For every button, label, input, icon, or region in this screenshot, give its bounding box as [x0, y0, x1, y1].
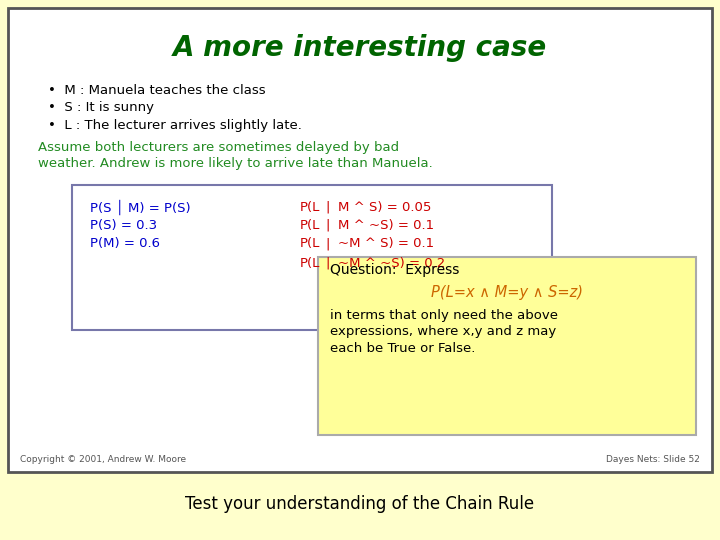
- Text: ~M ^ S) = 0.1: ~M ^ S) = 0.1: [338, 238, 434, 251]
- Text: in terms that only need the above: in terms that only need the above: [330, 308, 558, 321]
- Text: Question:  Express: Question: Express: [330, 263, 459, 277]
- Text: A more interesting case: A more interesting case: [173, 34, 547, 62]
- Text: P(L: P(L: [300, 256, 320, 269]
- Text: weather. Andrew is more likely to arrive late than Manuela.: weather. Andrew is more likely to arrive…: [38, 158, 433, 171]
- Text: P(S │ M) = P(S): P(S │ M) = P(S): [90, 199, 191, 215]
- Text: •  M : Manuela teaches the class: • M : Manuela teaches the class: [48, 84, 266, 97]
- Text: P(L: P(L: [300, 238, 320, 251]
- Text: •  S : It is sunny: • S : It is sunny: [48, 102, 154, 114]
- Text: each be True or False.: each be True or False.: [330, 342, 475, 355]
- Text: P(L: P(L: [300, 200, 320, 213]
- Text: M ^ ~S) = 0.1: M ^ ~S) = 0.1: [338, 219, 434, 232]
- Text: P(L: P(L: [300, 219, 320, 232]
- Text: Copyright © 2001, Andrew W. Moore: Copyright © 2001, Andrew W. Moore: [20, 456, 186, 464]
- Text: |: |: [325, 238, 329, 251]
- FancyBboxPatch shape: [318, 257, 696, 435]
- Text: Dayes Nets: Slide 52: Dayes Nets: Slide 52: [606, 456, 700, 464]
- Text: |: |: [325, 200, 329, 213]
- Text: P(S) = 0.3: P(S) = 0.3: [90, 219, 157, 232]
- Text: Assume both lecturers are sometimes delayed by bad: Assume both lecturers are sometimes dela…: [38, 141, 399, 154]
- Text: expressions, where x,y and z may: expressions, where x,y and z may: [330, 326, 557, 339]
- Text: •  L : The lecturer arrives slightly late.: • L : The lecturer arrives slightly late…: [48, 119, 302, 132]
- FancyBboxPatch shape: [8, 8, 712, 472]
- FancyBboxPatch shape: [72, 185, 552, 330]
- Text: P(M) = 0.6: P(M) = 0.6: [90, 238, 160, 251]
- Text: ~M ^ ~S) = 0.2: ~M ^ ~S) = 0.2: [338, 256, 445, 269]
- Text: M ^ S) = 0.05: M ^ S) = 0.05: [338, 200, 431, 213]
- Text: |: |: [325, 219, 329, 232]
- Text: P(L=x ∧ M=y ∧ S=z): P(L=x ∧ M=y ∧ S=z): [431, 285, 583, 300]
- Text: Test your understanding of the Chain Rule: Test your understanding of the Chain Rul…: [186, 495, 534, 513]
- Text: |: |: [325, 256, 329, 269]
